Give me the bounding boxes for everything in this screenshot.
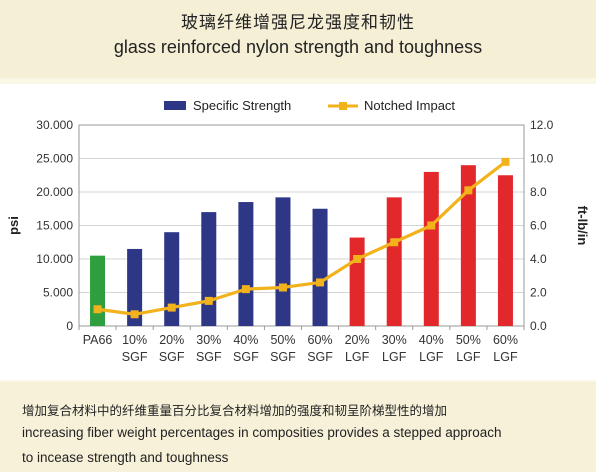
x-tick-label: 60% — [493, 333, 518, 347]
x-tick-label: SGF — [196, 350, 222, 364]
bar-specific-strength — [238, 202, 254, 326]
legend-swatch-specific-strength — [164, 101, 186, 110]
bar-specific-strength — [497, 175, 513, 326]
x-tick-label: 30% — [382, 333, 407, 347]
footer-text-english-2: to incease strength and toughness — [22, 450, 229, 465]
x-tick-label: 60% — [308, 333, 333, 347]
point-notched-impact — [204, 296, 213, 305]
bar-specific-strength — [460, 165, 476, 326]
y2-tick-label: 10.0 — [530, 152, 554, 166]
x-tick-label: SGF — [270, 350, 296, 364]
x-tick-label: 50% — [456, 333, 481, 347]
y-tick-label: 25.000 — [36, 152, 73, 166]
bar-specific-strength — [275, 197, 291, 326]
y2-tick-label: 6.0 — [530, 219, 547, 233]
point-notched-impact — [353, 255, 362, 263]
point-notched-impact — [93, 305, 102, 314]
y-tick-label: 0 — [66, 319, 73, 333]
bar-specific-strength — [312, 208, 328, 326]
y2-tick-label: 8.0 — [530, 185, 547, 199]
x-tick-label: 50% — [270, 333, 295, 347]
y-tick-label: 10.000 — [36, 252, 73, 266]
x-tick-label: SGF — [159, 350, 185, 364]
point-notched-impact — [241, 285, 250, 294]
x-tick-label: SGF — [307, 350, 333, 364]
x-tick-label: LGF — [419, 350, 444, 364]
x-tick-label: SGF — [122, 350, 148, 364]
bar-specific-strength — [201, 212, 217, 326]
bar-specific-strength — [90, 255, 106, 326]
x-tick-label: 20% — [345, 333, 370, 347]
footer-text-english-1: increasing fiber weight percentages in c… — [22, 425, 502, 440]
point-notched-impact — [316, 278, 325, 287]
x-tick-label: SGF — [233, 350, 259, 364]
combo-chart: 0 5.000 10.000 15.000 20.000 25.000 30.000 0.0 2… — [6, 98, 590, 364]
y-axis-label: psi — [6, 216, 21, 235]
x-tick-label: LGF — [382, 350, 407, 364]
point-notched-impact — [501, 157, 510, 166]
x-tick-label: 30% — [196, 333, 221, 347]
x-tick-label: LGF — [345, 350, 370, 364]
x-tick-label: 10% — [122, 333, 147, 347]
x-tick-label: LGF — [456, 350, 481, 364]
y2-tick-label: 4.0 — [530, 252, 547, 266]
x-tick-label: 40% — [419, 333, 444, 347]
point-notched-impact — [278, 283, 287, 292]
y2-tick-label: 12.0 — [530, 118, 554, 132]
y2-axis-label: ft-lb/in — [575, 206, 590, 246]
line-notched-impact — [97, 160, 507, 316]
point-notched-impact — [427, 221, 436, 230]
point-notched-impact — [390, 238, 399, 247]
y-tick-label: 30.000 — [36, 118, 73, 132]
y2-tick-label: 0.0 — [530, 319, 547, 333]
bar-specific-strength — [127, 248, 143, 326]
y-tick-label: 20.000 — [36, 185, 73, 199]
legend-marker-notched-impact — [339, 102, 347, 110]
point-notched-impact — [167, 303, 176, 312]
header-banner: 玻璃纤维增强尼龙强度和韧性 glass reinforced nylon str… — [0, 0, 596, 78]
bar-specific-strength — [164, 232, 180, 326]
x-tick-label: PA66 — [83, 333, 113, 347]
point-notched-impact — [464, 186, 473, 195]
chart-panel: 0 5.000 10.000 15.000 20.000 25.000 30.000 0.0 2… — [0, 84, 596, 380]
y-tick-label: 5.000 — [43, 286, 73, 300]
legend-label-notched-impact: Notched Impact — [364, 98, 455, 113]
bar-specific-strength — [423, 171, 439, 326]
bar-specific-strength — [349, 237, 365, 326]
y-tick-label: 15.000 — [36, 219, 73, 233]
title-english: glass reinforced nylon strength and toug… — [113, 37, 483, 57]
y2-tick-label: 2.0 — [530, 286, 547, 300]
bar-specific-strength — [386, 197, 402, 326]
x-tick-label: LGF — [493, 350, 518, 364]
footer-note: 增加复合材料中的纤维重量百分比复合材料增加的强度和韧呈阶梯型性的增加 incre… — [0, 382, 596, 472]
x-tick-label: 40% — [233, 333, 258, 347]
legend-label-specific-strength: Specific Strength — [193, 98, 291, 113]
point-notched-impact — [130, 310, 139, 319]
x-tick-label: 20% — [159, 333, 184, 347]
footer-text-chinese: 增加复合材料中的纤维重量百分比复合材料增加的强度和韧呈阶梯型性的增加 — [22, 403, 448, 418]
title-chinese: 玻璃纤维增强尼龙强度和韧性 — [181, 13, 415, 33]
